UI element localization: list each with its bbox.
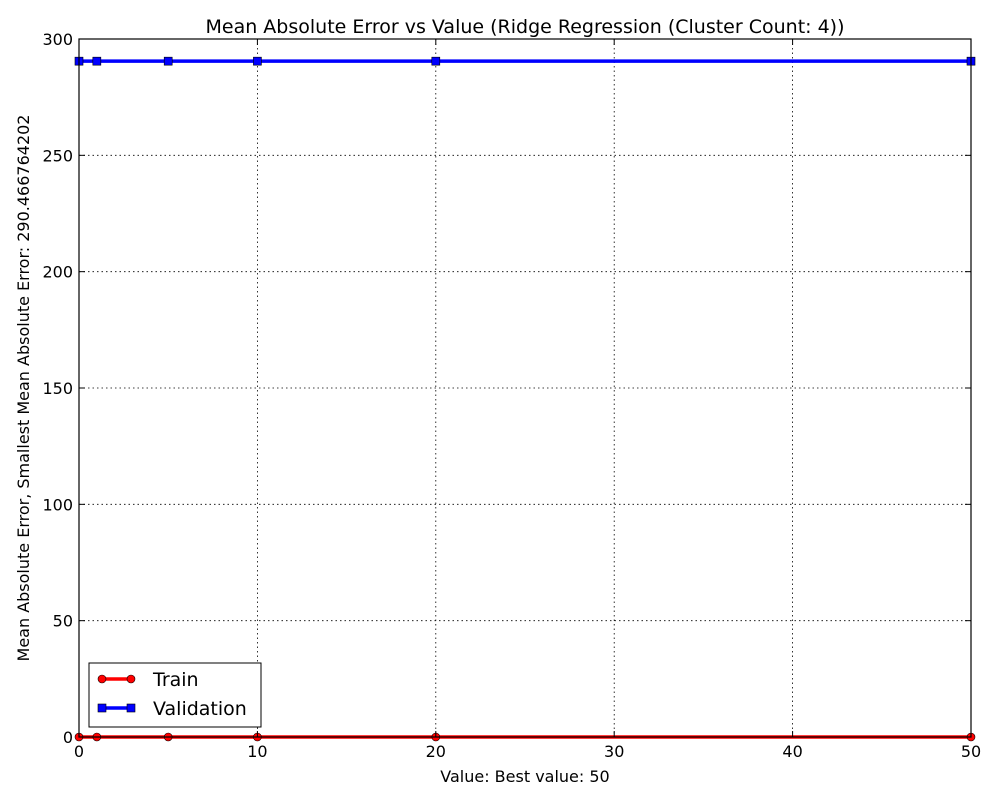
y-axis-title: Mean Absolute Error, Smallest Mean Absol…: [14, 115, 33, 662]
legend: Train Validation: [88, 662, 262, 728]
x-tick-label: 40: [782, 742, 802, 761]
legend-box: [88, 662, 262, 728]
x-axis-title: Value: Best value: 50: [440, 767, 609, 786]
series-validation: [74, 56, 976, 66]
legend-marker: [126, 674, 136, 684]
data-point: [253, 56, 262, 66]
x-tick-label: 30: [604, 742, 624, 761]
y-tick-label: 50: [53, 612, 73, 631]
y-tick-label: 200: [42, 263, 73, 282]
x-tick-label: 10: [247, 742, 267, 761]
legend-marker: [126, 703, 136, 713]
y-tick-label: 250: [42, 146, 73, 165]
chart-title: Mean Absolute Error vs Value (Ridge Regr…: [205, 16, 844, 38]
legend-marker: [97, 674, 107, 684]
data-point: [431, 56, 441, 66]
y-tick-label: 300: [42, 30, 73, 49]
data-point: [163, 56, 173, 66]
data-point: [92, 56, 102, 66]
y-tick-label: 150: [42, 379, 73, 398]
y-tick-label: 0: [63, 728, 73, 747]
legend-label: Train: [152, 669, 199, 691]
x-tick-label: 0: [74, 742, 84, 761]
grid: [78, 38, 972, 738]
series-layer: [74, 56, 976, 742]
legend-marker: [97, 703, 107, 713]
x-tick-label: 50: [961, 742, 981, 761]
legend-label: Validation: [153, 698, 247, 720]
y-tick-label: 100: [42, 495, 73, 514]
x-tick-label: 20: [426, 742, 446, 761]
ticks: 0 10 20 30 40 50 0 50 100 150 200 250 300: [42, 30, 981, 761]
